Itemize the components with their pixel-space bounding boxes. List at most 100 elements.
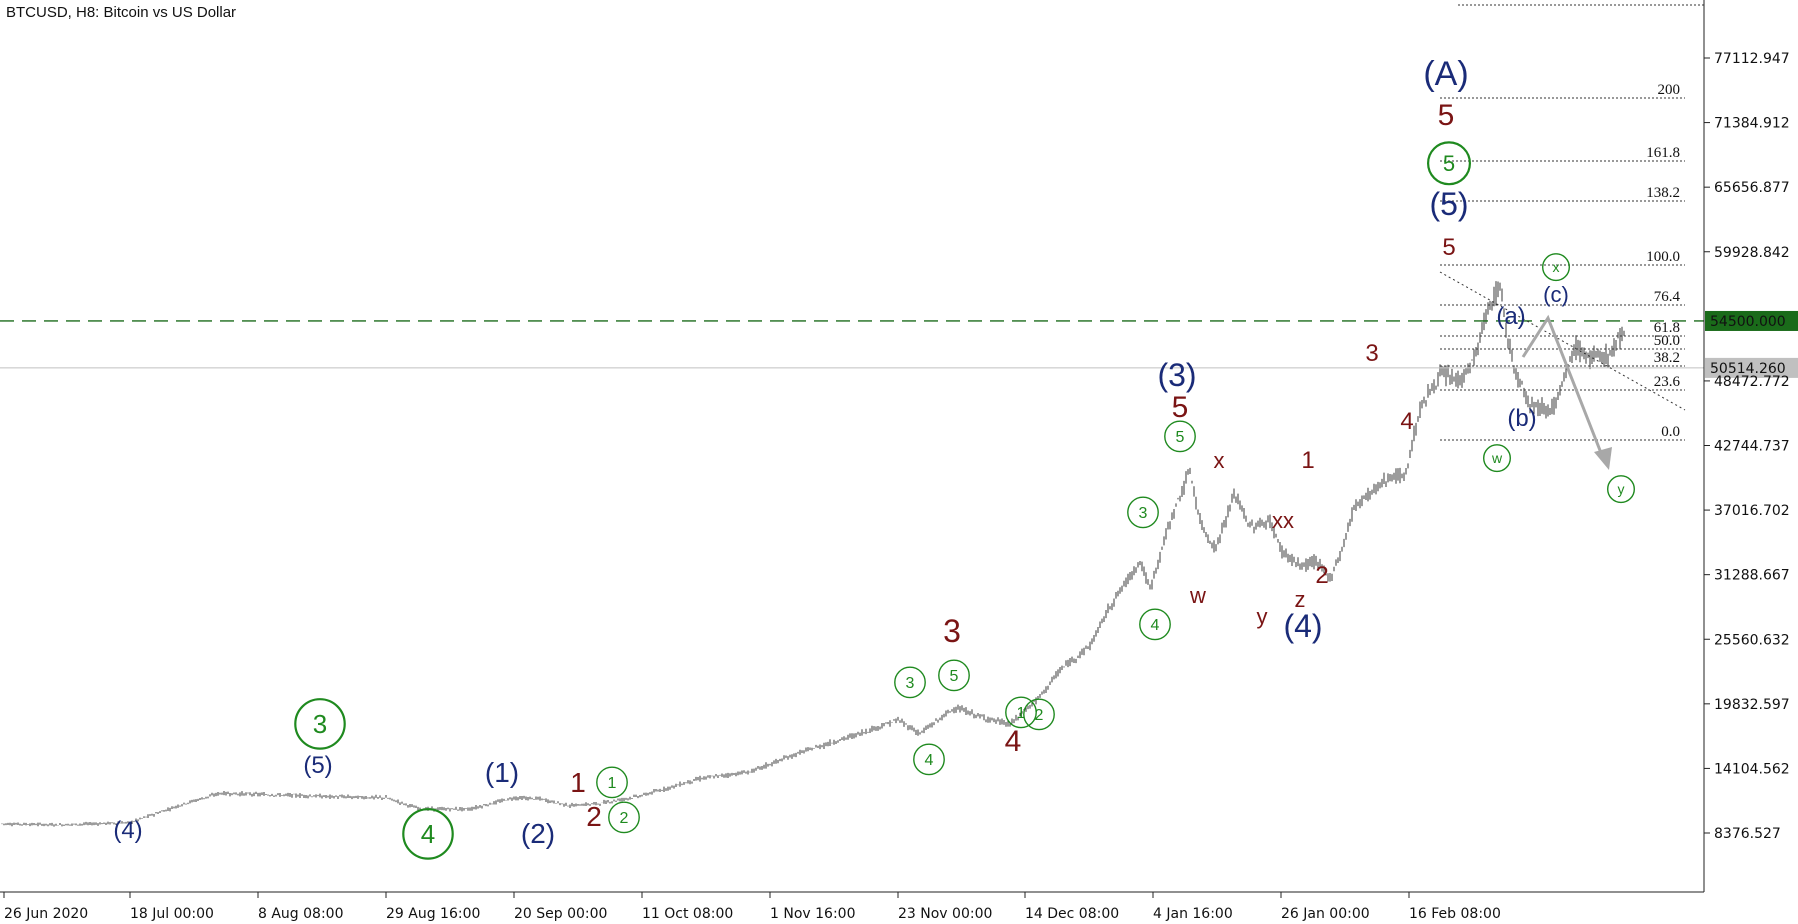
wave-label: 1 [1301, 447, 1314, 474]
bid-price-label: 50514.260 [1710, 361, 1786, 377]
wave-label: 4 [421, 819, 435, 849]
time-tick-label: 18 Jul 00:00 [130, 906, 214, 922]
wave-label: 3 [313, 709, 327, 739]
fib-level-label: 76.4 [1654, 289, 1681, 305]
wave-label-circle [894, 666, 926, 699]
fib-level-label: 138.2 [1646, 185, 1680, 201]
forecast-arrowhead [1594, 447, 1612, 470]
wave-label: 4 [925, 752, 934, 769]
wave-label: 4 [1400, 408, 1413, 435]
time-axis[interactable]: 26 Jun 2020 18 Jul 00:00 8 Aug 08:00 29 Aug… [3, 892, 1501, 922]
time-tick-label: 11 Oct 08:00 [642, 906, 733, 922]
wave-label: y [1257, 604, 1268, 629]
wave-label: w [1189, 583, 1206, 608]
price-tick-label: 71384.912 [1714, 116, 1790, 132]
wave-label: (A) [1423, 55, 1468, 93]
wave-label: (c) [1543, 282, 1569, 307]
price-tick-label: 77112.947 [1714, 51, 1790, 67]
wave-label: x [1214, 448, 1225, 473]
price-tick-label: 19832.597 [1714, 697, 1790, 713]
wave-label-circle [1005, 696, 1037, 729]
wave-label-circle [1606, 475, 1635, 504]
wave-label: z [1295, 587, 1306, 612]
price-tick-label: 37016.702 [1714, 503, 1790, 519]
fib-level-label: 50.0 [1654, 333, 1680, 349]
wave-label: xx [1272, 508, 1294, 533]
fib-level-label: 61.8 [1654, 320, 1680, 336]
candles-layer [1, 281, 1625, 827]
wave-label-circle [938, 659, 970, 692]
time-tick-label: 1 Nov 16:00 [770, 906, 855, 922]
wave-label: 5 [1443, 151, 1455, 176]
wave-label: 4 [1151, 617, 1160, 634]
fib-level-label: 200 [1658, 82, 1681, 98]
target-price-badge [1705, 310, 1798, 331]
wave-label: (5) [1429, 186, 1468, 222]
wave-label-circle [608, 801, 640, 834]
levels-layer: 54500.000 50514.260 200 161.8 138.2 100.0 76.4… [0, 4, 1798, 441]
target-price-label: 54500.000 [1710, 314, 1786, 330]
wave-label-circle [913, 743, 945, 776]
wave-label: 2 [586, 801, 602, 832]
fib-anchor-line [1439, 271, 1686, 411]
fib-level-label: 100.0 [1646, 249, 1680, 265]
wave-label: 5 [1438, 99, 1455, 132]
wave-label: 3 [1365, 340, 1378, 367]
price-tick-label: 48472.772 [1714, 374, 1790, 390]
wave-label: (2) [521, 818, 555, 849]
price-tick-label: 25560.632 [1714, 632, 1790, 648]
wave-label: y [1618, 481, 1625, 497]
wave-label: (1) [485, 757, 519, 788]
wave-label: 5 [1176, 429, 1185, 446]
wave-label: (4) [1283, 608, 1322, 644]
bid-price-badge [1705, 357, 1798, 378]
price-tick-label: 31288.667 [1714, 568, 1790, 584]
price-tick-label: 65656.877 [1714, 180, 1790, 196]
wave-label: (3) [1157, 357, 1196, 393]
wave-label: (b) [1507, 405, 1536, 432]
wave-label-circle [294, 698, 346, 750]
price-tick-label: 14104.562 [1714, 761, 1790, 777]
wave-label: (a) [1496, 303, 1525, 330]
wave-label: 5 [1442, 234, 1455, 261]
wave-label-circle [1023, 698, 1055, 731]
time-tick-label: 8 Aug 08:00 [258, 906, 344, 922]
wave-label: 1 [570, 767, 586, 798]
wave-label-circle [1482, 444, 1511, 473]
wave-label: (5) [303, 752, 332, 779]
price-tick-label: 42744.737 [1714, 439, 1790, 455]
fib-level-label: 161.8 [1646, 145, 1680, 161]
time-tick-label: 14 Dec 08:00 [1025, 906, 1119, 922]
wave-label: 2 [620, 810, 629, 827]
wave-label: 3 [906, 675, 915, 692]
wave-label: 1 [608, 775, 617, 792]
forecast-path [1521, 314, 1605, 459]
wave-label: 5 [950, 668, 959, 685]
wave-label: (4) [113, 817, 142, 844]
wave-label-circle [1541, 253, 1570, 282]
price-axis[interactable]: 77112.947 71384.912 65656.877 59928.842 4847… [1704, 51, 1790, 842]
time-tick-label: 29 Aug 16:00 [386, 906, 480, 922]
time-tick-label: 26 Jun 2020 [4, 906, 88, 922]
wave-label: 5 [1172, 391, 1189, 424]
price-tick-label: 8376.527 [1714, 826, 1781, 842]
wave-label-circle [402, 808, 454, 860]
wave-label: 1 [1017, 705, 1026, 722]
wave-label: x [1553, 259, 1560, 275]
wave-label: 3 [943, 613, 961, 649]
plot-area [0, 0, 1704, 892]
wave-label: 2 [1315, 562, 1328, 589]
time-tick-label: 26 Jan 00:00 [1281, 906, 1370, 922]
wave-label-circle [1426, 141, 1471, 186]
time-tick-label: 4 Jan 16:00 [1153, 906, 1233, 922]
time-tick-label: 20 Sep 00:00 [514, 906, 607, 922]
wave-label-circle [596, 766, 628, 799]
wave-label: 2 [1035, 707, 1044, 724]
wave-label: w [1491, 450, 1503, 466]
fib-level-label: 23.6 [1654, 374, 1681, 390]
wave-label: 4 [1005, 725, 1022, 758]
wave-label-circle [1139, 608, 1171, 641]
wave-label: 3 [1139, 505, 1148, 522]
